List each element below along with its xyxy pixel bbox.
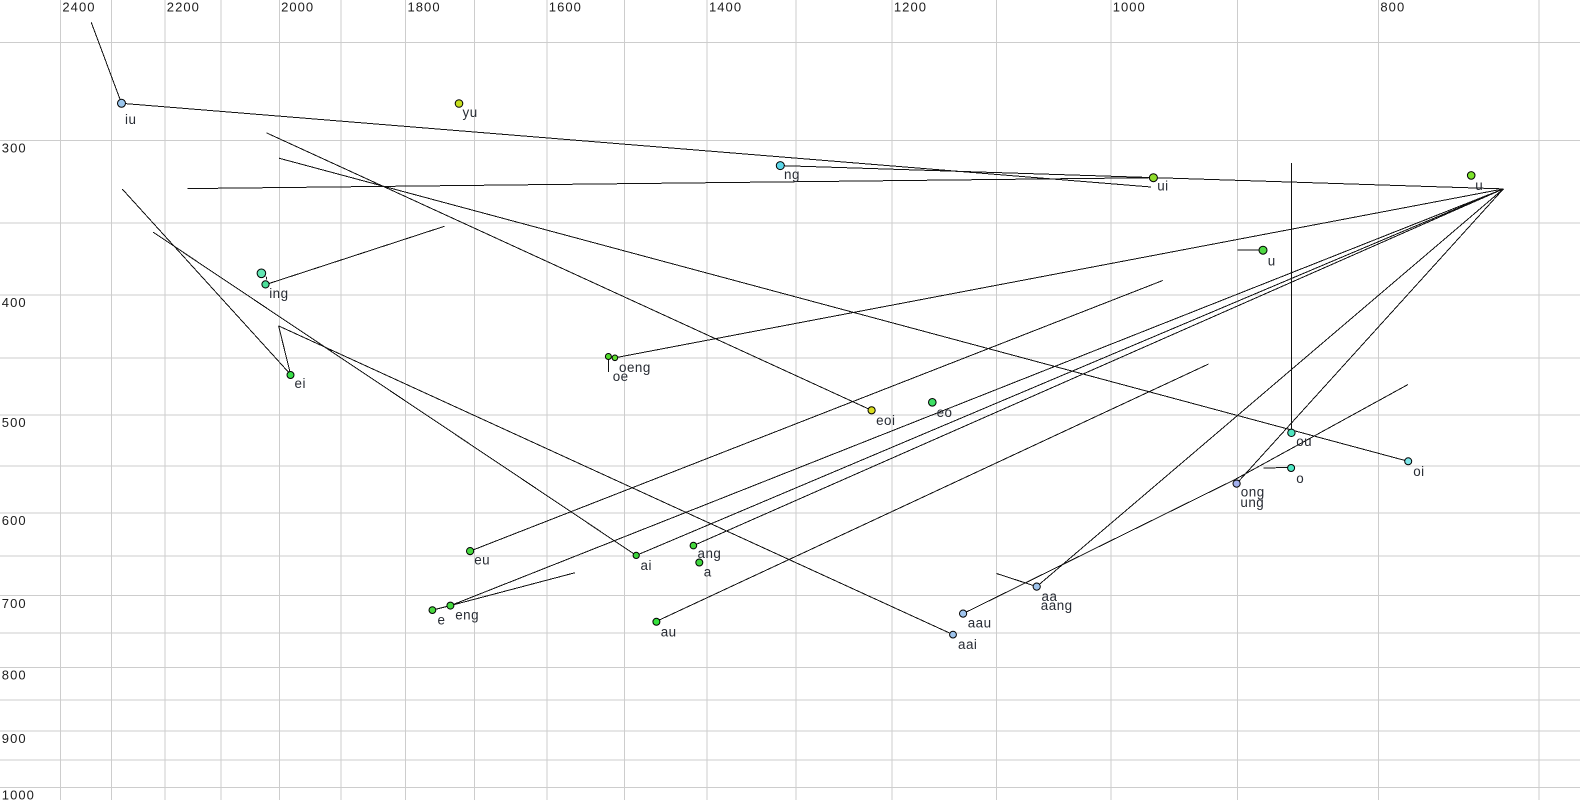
svg-text:800: 800 bbox=[1380, 0, 1405, 14]
svg-text:2400: 2400 bbox=[62, 0, 95, 14]
svg-text:ai: ai bbox=[641, 558, 652, 573]
svg-text:oi: oi bbox=[1413, 464, 1424, 479]
svg-text:500: 500 bbox=[2, 415, 27, 430]
svg-text:eng: eng bbox=[455, 608, 479, 623]
svg-text:eo: eo bbox=[937, 405, 953, 420]
svg-text:600: 600 bbox=[2, 513, 27, 528]
svg-text:u: u bbox=[1475, 178, 1483, 193]
svg-text:aau: aau bbox=[968, 616, 992, 631]
svg-text:aang: aang bbox=[1041, 598, 1073, 613]
svg-text:ei: ei bbox=[295, 376, 306, 391]
svg-text:2000: 2000 bbox=[281, 0, 314, 14]
svg-text:1800: 1800 bbox=[408, 0, 441, 14]
svg-text:e: e bbox=[438, 613, 446, 628]
svg-text:u: u bbox=[1268, 254, 1276, 269]
svg-text:au: au bbox=[661, 625, 677, 640]
svg-text:aai: aai bbox=[958, 637, 977, 652]
svg-text:ang: ang bbox=[698, 546, 722, 561]
svg-text:a: a bbox=[704, 565, 712, 580]
svg-text:ung: ung bbox=[1240, 495, 1264, 510]
svg-text:o: o bbox=[1296, 471, 1304, 486]
svg-text:300: 300 bbox=[2, 141, 27, 156]
svg-text:iu: iu bbox=[125, 112, 136, 127]
svg-text:ng: ng bbox=[784, 167, 800, 182]
svg-text:ou: ou bbox=[1296, 434, 1312, 449]
svg-text:2200: 2200 bbox=[167, 0, 200, 14]
svg-text:1000: 1000 bbox=[2, 788, 35, 800]
svg-text:ing: ing bbox=[269, 286, 288, 301]
svg-text:1600: 1600 bbox=[549, 0, 582, 14]
svg-text:800: 800 bbox=[2, 668, 27, 683]
svg-text:eoi: eoi bbox=[876, 413, 895, 428]
svg-text:1400: 1400 bbox=[709, 0, 742, 14]
svg-text:900: 900 bbox=[2, 731, 27, 746]
svg-text:1000: 1000 bbox=[1113, 0, 1146, 14]
svg-text:ui: ui bbox=[1157, 179, 1168, 194]
svg-text:400: 400 bbox=[2, 295, 27, 310]
svg-text:1200: 1200 bbox=[894, 0, 927, 14]
svg-text:yu: yu bbox=[463, 105, 478, 120]
svg-text:oeng: oeng bbox=[619, 360, 651, 375]
svg-text:eu: eu bbox=[474, 553, 490, 568]
svg-text:700: 700 bbox=[2, 596, 27, 611]
